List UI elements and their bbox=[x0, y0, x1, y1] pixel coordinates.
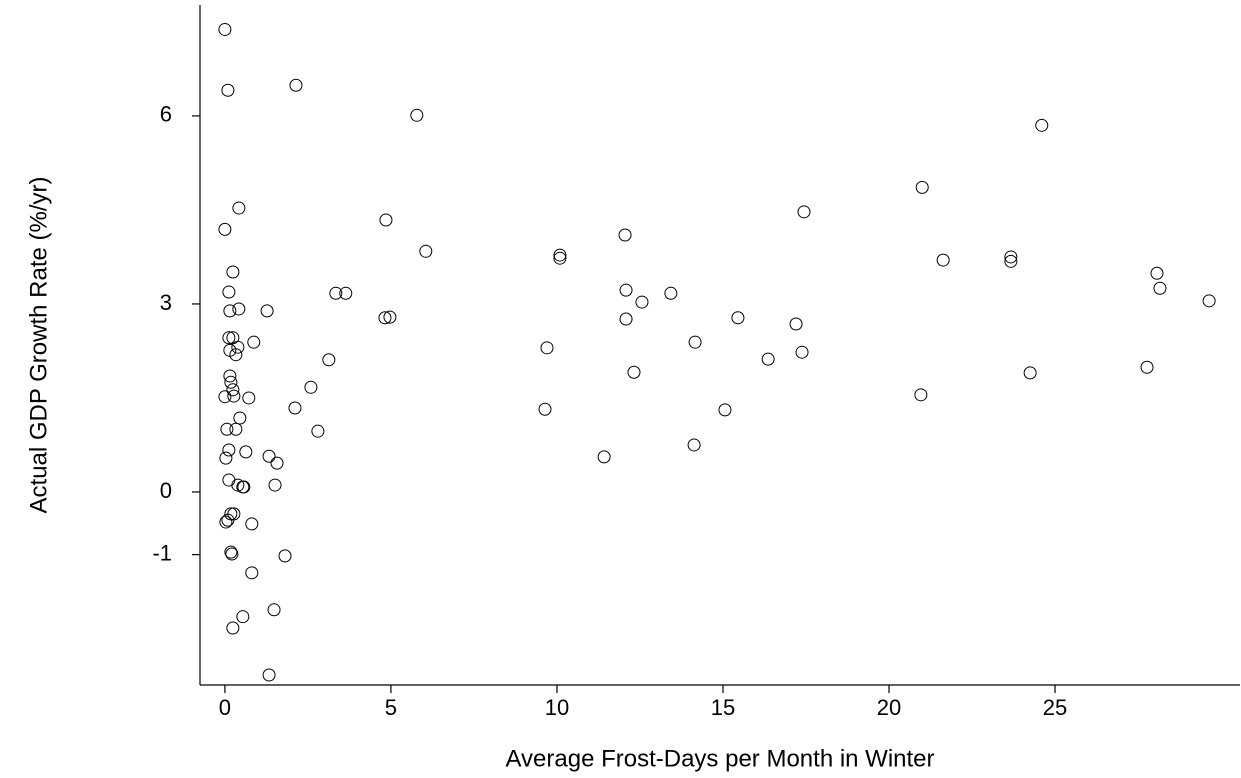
y-tick-label: 0 bbox=[160, 478, 172, 503]
point bbox=[222, 331, 236, 345]
point bbox=[553, 248, 567, 262]
point bbox=[597, 450, 611, 464]
point bbox=[379, 213, 393, 227]
point bbox=[718, 403, 732, 417]
point bbox=[731, 311, 745, 325]
point bbox=[1023, 366, 1037, 380]
point bbox=[304, 380, 318, 394]
point bbox=[267, 603, 281, 617]
point bbox=[224, 507, 238, 521]
point bbox=[339, 286, 353, 300]
point bbox=[218, 22, 232, 36]
point bbox=[222, 443, 236, 457]
point bbox=[224, 375, 238, 389]
point bbox=[225, 547, 239, 561]
point bbox=[1150, 266, 1164, 280]
point bbox=[232, 201, 246, 215]
point bbox=[687, 438, 701, 452]
point bbox=[538, 402, 552, 416]
point bbox=[224, 545, 238, 559]
point bbox=[278, 549, 292, 563]
x-axis-title: Average Frost-Days per Month in Winter bbox=[505, 745, 934, 772]
point bbox=[233, 411, 247, 425]
point bbox=[329, 286, 343, 300]
x-tick-label: 25 bbox=[1043, 695, 1067, 720]
point bbox=[229, 422, 243, 436]
point bbox=[262, 668, 276, 682]
x-tick-label: 15 bbox=[711, 695, 735, 720]
y-tick-label: 3 bbox=[160, 290, 172, 315]
point bbox=[236, 480, 250, 494]
point bbox=[218, 390, 232, 404]
point bbox=[311, 424, 325, 438]
point bbox=[236, 610, 250, 624]
y-axis-title: Actual GDP Growth Rate (%/yr) bbox=[25, 177, 52, 514]
point bbox=[219, 515, 233, 529]
point bbox=[226, 621, 240, 635]
point bbox=[1004, 254, 1018, 268]
point bbox=[761, 352, 775, 366]
point bbox=[1153, 281, 1167, 295]
point bbox=[260, 304, 274, 318]
point bbox=[627, 365, 641, 379]
point bbox=[1140, 360, 1154, 374]
point bbox=[247, 335, 261, 349]
point bbox=[797, 205, 811, 219]
point bbox=[664, 286, 678, 300]
point bbox=[220, 422, 234, 436]
point bbox=[688, 335, 702, 349]
point bbox=[270, 456, 284, 470]
point bbox=[223, 304, 237, 318]
point bbox=[231, 340, 245, 354]
point bbox=[242, 391, 256, 405]
point bbox=[553, 251, 567, 265]
point bbox=[419, 244, 433, 258]
point bbox=[237, 480, 251, 494]
point bbox=[229, 348, 243, 362]
x-tick-label: 0 bbox=[219, 695, 231, 720]
point bbox=[410, 108, 424, 122]
point bbox=[540, 341, 554, 355]
point bbox=[936, 253, 950, 267]
point bbox=[245, 517, 259, 531]
x-tick-label: 20 bbox=[877, 695, 901, 720]
point bbox=[795, 345, 809, 359]
point bbox=[619, 283, 633, 297]
point bbox=[232, 302, 246, 316]
point bbox=[289, 78, 303, 92]
point bbox=[226, 383, 240, 397]
point bbox=[221, 83, 235, 97]
point bbox=[226, 265, 240, 279]
point bbox=[378, 311, 392, 325]
point bbox=[227, 389, 241, 403]
point bbox=[288, 401, 302, 415]
point bbox=[268, 478, 282, 492]
point bbox=[789, 317, 803, 331]
x-tick-label: 5 bbox=[385, 695, 397, 720]
point bbox=[383, 310, 397, 324]
point bbox=[219, 451, 233, 465]
point bbox=[245, 566, 259, 580]
point bbox=[635, 295, 649, 309]
point bbox=[619, 312, 633, 326]
point bbox=[1202, 294, 1216, 308]
point bbox=[262, 449, 276, 463]
point bbox=[222, 473, 236, 487]
point bbox=[218, 222, 232, 236]
point bbox=[1004, 250, 1018, 264]
point bbox=[1035, 118, 1049, 132]
point bbox=[322, 353, 336, 367]
y-tick-label: 6 bbox=[160, 102, 172, 127]
point bbox=[239, 445, 253, 459]
point bbox=[221, 513, 235, 527]
point bbox=[915, 180, 929, 194]
point bbox=[914, 388, 928, 402]
y-tick-label: -1 bbox=[152, 540, 172, 565]
x-tick-label: 10 bbox=[545, 695, 569, 720]
point bbox=[618, 228, 632, 242]
point bbox=[222, 285, 236, 299]
point bbox=[223, 369, 237, 383]
